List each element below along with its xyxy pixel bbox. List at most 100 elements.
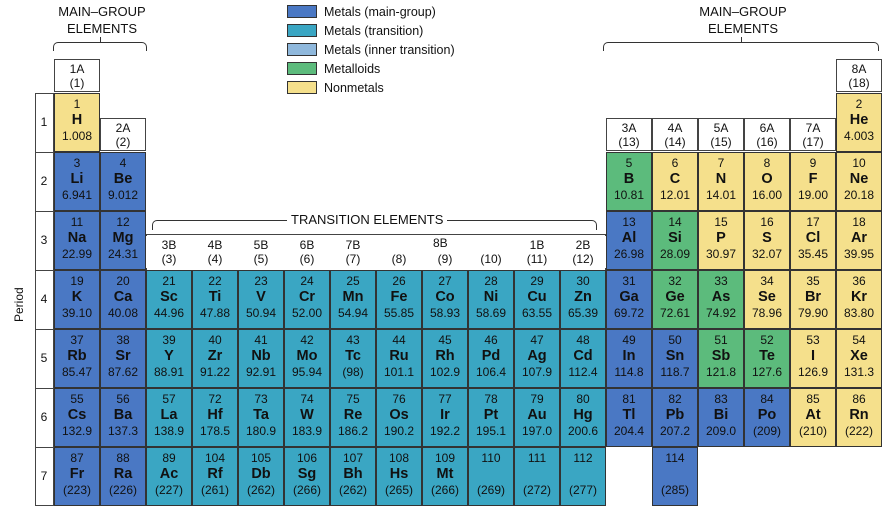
- atomic-number: 50: [668, 333, 682, 347]
- element-symbol: Au: [527, 407, 547, 423]
- legend-swatch: [287, 81, 317, 94]
- element-cell: 46 Pd 106.4: [468, 329, 514, 388]
- atomic-mass: (226): [108, 483, 137, 497]
- element-symbol: Sn: [665, 348, 685, 364]
- element-symbol: Na: [67, 230, 87, 246]
- atomic-number: 22: [208, 274, 222, 288]
- atomic-mass: 52.00: [291, 306, 323, 320]
- group-label-text: (3): [161, 252, 177, 266]
- atomic-number: 4: [119, 156, 127, 170]
- element-symbol: Sb: [711, 348, 731, 364]
- group-label-1: 1A (1): [54, 59, 100, 92]
- atomic-mass: 12.01: [659, 188, 691, 202]
- atomic-number: 49: [622, 333, 636, 347]
- element-cell: 9 F 19.00: [790, 152, 836, 211]
- atomic-number: 7: [717, 156, 725, 170]
- element-symbol: Sc: [160, 289, 178, 305]
- element-cell: 51 Sb 121.8: [698, 329, 744, 388]
- element-cell: 43 Tc (98): [330, 329, 376, 388]
- atomic-mass: 78.96: [751, 306, 783, 320]
- element-cell: 57 La 138.9: [146, 388, 192, 447]
- atomic-mass: 195.1: [475, 424, 507, 438]
- atomic-mass: (261): [200, 483, 229, 497]
- atomic-mass: 178.5: [199, 424, 231, 438]
- group-label-text: 6B: [299, 238, 315, 252]
- atomic-number: 87: [70, 451, 84, 465]
- group-label-text: 6A: [759, 121, 775, 135]
- element-symbol: Ru: [389, 348, 409, 364]
- atomic-number: 110: [481, 451, 501, 465]
- atomic-mass: 106.4: [475, 365, 507, 379]
- element-symbol: Mo: [296, 348, 318, 364]
- atomic-number: 26: [392, 274, 406, 288]
- legend-item: Metals (main-group): [287, 3, 436, 20]
- legend-swatch: [287, 62, 317, 75]
- element-cell: 2 He 4.003: [836, 93, 882, 152]
- element-cell: 75 Re 186.2: [330, 388, 376, 447]
- period-label-5: 5: [40, 351, 48, 365]
- main-group-header-left: MAIN–GROUP ELEMENTS: [52, 3, 152, 37]
- atomic-mass: 74.92: [705, 306, 737, 320]
- atomic-mass: (262): [246, 483, 275, 497]
- element-cell: 8 O 16.00: [744, 152, 790, 211]
- atomic-number: 56: [116, 392, 130, 406]
- element-cell: 108 Hs (265): [376, 447, 422, 506]
- element-symbol: Os: [389, 407, 409, 423]
- atomic-mass: 118.7: [660, 365, 690, 379]
- group-label-text: 3B: [161, 238, 177, 252]
- atomic-mass: 79.90: [797, 306, 829, 320]
- group-label-text: (8): [391, 252, 407, 266]
- element-symbol: Hf: [207, 407, 223, 423]
- element-cell: 27 Co 58.93: [422, 270, 468, 329]
- atomic-mass: 6.941: [61, 188, 93, 202]
- group-label-text: 1B: [529, 238, 545, 252]
- atomic-mass: 91.22: [199, 365, 231, 379]
- atomic-number: 14: [668, 215, 682, 229]
- group-label-3: 3B (3): [146, 236, 192, 268]
- element-cell: 107 Bh (262): [330, 447, 376, 506]
- group-label-text: (7): [345, 252, 361, 266]
- atomic-number: 15: [714, 215, 728, 229]
- element-cell: 12 Mg 24.31: [100, 211, 146, 270]
- atomic-number: 79: [530, 392, 544, 406]
- group-label-15: 5A (15): [698, 118, 744, 151]
- atomic-mass: 192.2: [429, 424, 461, 438]
- legend-item: Metals (inner transition): [287, 41, 455, 58]
- element-cell: 39 Y 88.91: [146, 329, 192, 388]
- atomic-number: 18: [852, 215, 866, 229]
- element-cell: 4 Be 9.012: [100, 152, 146, 211]
- group-label-text: 4B: [207, 238, 223, 252]
- main-group-right-line2: ELEMENTS: [707, 21, 779, 36]
- element-cell: 76 Os 190.2: [376, 388, 422, 447]
- group-label-13: 3A (13): [606, 118, 652, 151]
- group-label-text: (9): [437, 252, 453, 266]
- atomic-mass: 183.9: [291, 424, 323, 438]
- element-cell: 81 Tl 204.4: [606, 388, 652, 447]
- atomic-number: 108: [388, 451, 410, 465]
- atomic-mass: 1.008: [61, 129, 93, 143]
- atomic-mass: 132.9: [61, 424, 93, 438]
- atomic-number: 46: [484, 333, 498, 347]
- atomic-number: 28: [484, 274, 498, 288]
- element-cell: 82 Pb 207.2: [652, 388, 698, 447]
- atomic-number: 41: [254, 333, 268, 347]
- atomic-mass: (265): [384, 483, 413, 497]
- atomic-mass: 28.09: [659, 247, 691, 261]
- element-symbol: Rn: [849, 407, 869, 423]
- atomic-mass: 9.012: [107, 188, 139, 202]
- group-label-text: (6): [299, 252, 315, 266]
- atomic-mass: (262): [338, 483, 367, 497]
- atomic-number: 16: [760, 215, 774, 229]
- atomic-number: 11: [70, 215, 84, 229]
- element-cell: 106 Sg (266): [284, 447, 330, 506]
- legend-label: Metals (transition): [324, 23, 424, 38]
- main-group-header-right: MAIN–GROUP ELEMENTS: [693, 3, 793, 37]
- element-cell: 33 As 74.92: [698, 270, 744, 329]
- element-cell: 105 Db (262): [238, 447, 284, 506]
- element-symbol: S: [762, 230, 772, 246]
- main-group-left-brace: [53, 37, 147, 51]
- atomic-mass: (285): [660, 483, 689, 497]
- legend-label: Metals (inner transition): [324, 42, 455, 57]
- element-cell: 109 Mt (266): [422, 447, 468, 506]
- atomic-number: 24: [300, 274, 314, 288]
